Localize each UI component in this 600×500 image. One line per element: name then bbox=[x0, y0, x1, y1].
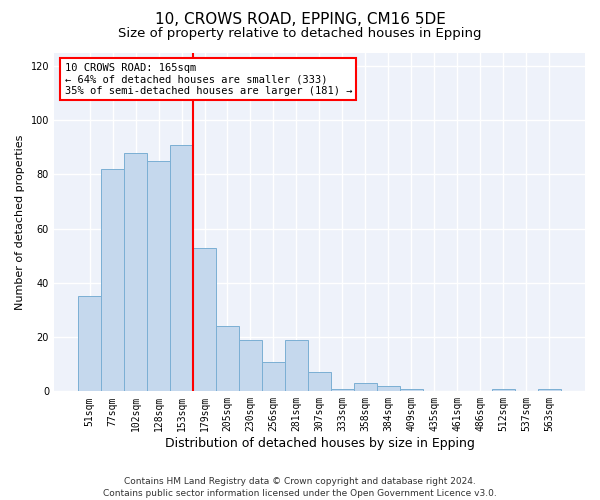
Y-axis label: Number of detached properties: Number of detached properties bbox=[15, 134, 25, 310]
Bar bbox=[331, 388, 354, 392]
Text: Contains HM Land Registry data © Crown copyright and database right 2024.
Contai: Contains HM Land Registry data © Crown c… bbox=[103, 476, 497, 498]
Bar bbox=[170, 144, 193, 392]
Bar bbox=[147, 161, 170, 392]
Bar bbox=[285, 340, 308, 392]
Bar bbox=[377, 386, 400, 392]
Bar bbox=[400, 388, 423, 392]
Bar bbox=[124, 153, 147, 392]
Bar bbox=[101, 169, 124, 392]
Bar bbox=[262, 362, 285, 392]
Bar bbox=[193, 248, 216, 392]
Bar bbox=[538, 388, 561, 392]
Bar bbox=[492, 388, 515, 392]
Text: Size of property relative to detached houses in Epping: Size of property relative to detached ho… bbox=[118, 28, 482, 40]
X-axis label: Distribution of detached houses by size in Epping: Distribution of detached houses by size … bbox=[164, 437, 475, 450]
Text: 10 CROWS ROAD: 165sqm
← 64% of detached houses are smaller (333)
35% of semi-det: 10 CROWS ROAD: 165sqm ← 64% of detached … bbox=[65, 62, 352, 96]
Text: 10, CROWS ROAD, EPPING, CM16 5DE: 10, CROWS ROAD, EPPING, CM16 5DE bbox=[155, 12, 445, 28]
Bar bbox=[216, 326, 239, 392]
Bar bbox=[78, 296, 101, 392]
Bar bbox=[354, 383, 377, 392]
Bar bbox=[308, 372, 331, 392]
Bar bbox=[239, 340, 262, 392]
